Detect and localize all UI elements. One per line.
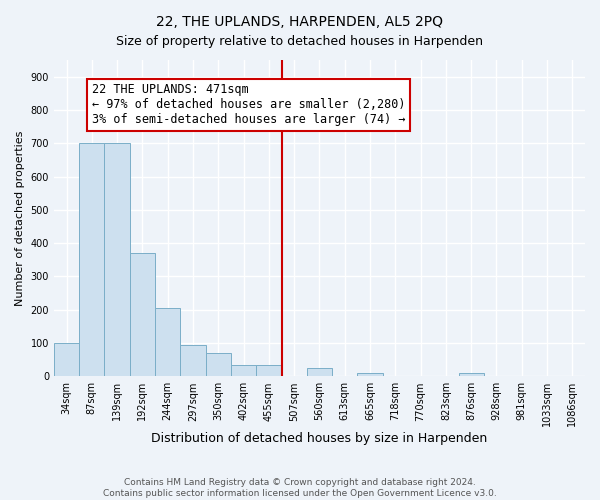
Bar: [181, 344, 206, 376]
Bar: [307, 368, 332, 376]
Text: Size of property relative to detached houses in Harpenden: Size of property relative to detached ho…: [116, 35, 484, 48]
Bar: [79, 143, 104, 376]
Bar: [130, 253, 155, 376]
Bar: [458, 373, 484, 376]
Bar: [206, 353, 231, 376]
Bar: [104, 143, 130, 376]
Bar: [358, 373, 383, 376]
Text: 22, THE UPLANDS, HARPENDEN, AL5 2PQ: 22, THE UPLANDS, HARPENDEN, AL5 2PQ: [157, 15, 443, 29]
Y-axis label: Number of detached properties: Number of detached properties: [15, 130, 25, 306]
X-axis label: Distribution of detached houses by size in Harpenden: Distribution of detached houses by size …: [151, 432, 488, 445]
Bar: [54, 343, 79, 376]
Text: Contains HM Land Registry data © Crown copyright and database right 2024.
Contai: Contains HM Land Registry data © Crown c…: [103, 478, 497, 498]
Bar: [256, 364, 281, 376]
Text: 22 THE UPLANDS: 471sqm
← 97% of detached houses are smaller (2,280)
3% of semi-d: 22 THE UPLANDS: 471sqm ← 97% of detached…: [92, 84, 406, 126]
Bar: [231, 364, 256, 376]
Bar: [155, 308, 181, 376]
